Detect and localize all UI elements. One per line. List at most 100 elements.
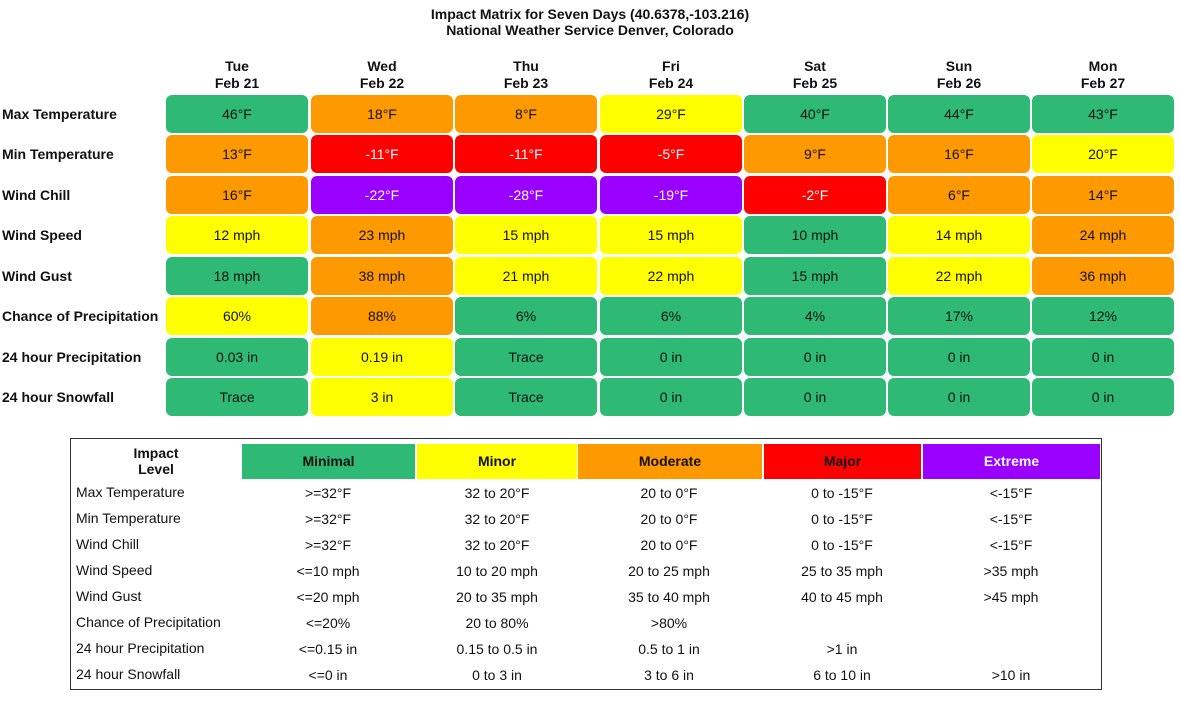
chart-title: Impact Matrix for Seven Days (40.6378,-1… — [0, 6, 1180, 38]
legend-threshold: <=10 mph — [296, 563, 360, 579]
impact-cell: 20°F — [1032, 135, 1174, 173]
day-header: Tue Feb 21 — [166, 58, 308, 92]
legend-threshold: <-15°F — [989, 537, 1033, 553]
legend-threshold: >=32°F — [304, 511, 352, 527]
legend-threshold: 3 to 6 in — [644, 667, 694, 683]
impact-cell: 17% — [888, 297, 1030, 335]
row-label: Wind Chill — [2, 187, 71, 203]
legend-row-label: Wind Speed — [76, 562, 153, 578]
legend-threshold: 0 to -15°F — [811, 511, 873, 527]
impact-cell: 29°F — [600, 95, 742, 133]
legend-row-label: Wind Chill — [76, 536, 140, 552]
legend-threshold: 20 to 25 mph — [628, 563, 710, 579]
legend-row-label: 24 hour Precipitation — [76, 640, 205, 656]
legend-threshold: >80% — [650, 615, 688, 631]
day-of-week: Tue — [225, 58, 249, 74]
impact-cell: 0 in — [600, 378, 742, 416]
impact-cell: 4% — [744, 297, 886, 335]
impact-cell: -28°F — [455, 176, 597, 214]
impact-cell: 0 in — [744, 338, 886, 376]
day-header: Sun Feb 26 — [888, 58, 1030, 92]
impact-cell: -11°F — [455, 135, 597, 173]
impact-cell: 6°F — [888, 176, 1030, 214]
impact-cell: -19°F — [600, 176, 742, 214]
legend-threshold: 20 to 80% — [465, 615, 529, 631]
impact-cell: -22°F — [311, 176, 453, 214]
legend-title-line-1: Impact — [133, 445, 179, 461]
impact-cell: 16°F — [166, 176, 308, 214]
legend-threshold: <=20 mph — [296, 589, 360, 605]
legend-table — [70, 438, 1102, 690]
legend-threshold: >35 mph — [983, 563, 1039, 579]
impact-cell: 88% — [311, 297, 453, 335]
legend-threshold: 20 to 0°F — [640, 485, 698, 501]
legend-threshold: 25 to 35 mph — [801, 563, 883, 579]
legend-threshold: <=0 in — [308, 667, 348, 683]
day-header: Mon Feb 27 — [1032, 58, 1174, 92]
legend-threshold: >45 mph — [983, 589, 1039, 605]
legend-threshold: <-15°F — [989, 511, 1033, 527]
legend-threshold: 10 to 20 mph — [456, 563, 538, 579]
day-header: Thu Feb 23 — [455, 58, 597, 92]
impact-cell: -2°F — [744, 176, 886, 214]
impact-cell: 12% — [1032, 297, 1174, 335]
impact-cell: Trace — [455, 338, 597, 376]
impact-cell: 21 mph — [455, 257, 597, 295]
legend-row-label: 24 hour Snowfall — [76, 666, 181, 682]
impact-cell: 15 mph — [455, 216, 597, 254]
impact-cell: 14°F — [1032, 176, 1174, 214]
impact-cell: 46°F — [166, 95, 308, 133]
impact-cell: 6% — [600, 297, 742, 335]
impact-cell: 0 in — [744, 378, 886, 416]
legend-threshold: >1 in — [826, 641, 858, 657]
impact-cell: 23 mph — [311, 216, 453, 254]
legend-threshold: <=20% — [305, 615, 351, 631]
legend-threshold: 6 to 10 in — [813, 667, 871, 683]
impact-cell: 0 in — [1032, 338, 1174, 376]
legend-title: Impact Level — [86, 445, 226, 477]
row-label: 24 hour Snowfall — [2, 389, 115, 405]
impact-cell: Trace — [166, 378, 308, 416]
impact-cell: 0 in — [888, 378, 1030, 416]
day-header: Sat Feb 25 — [744, 58, 886, 92]
legend-threshold: <-15°F — [989, 485, 1033, 501]
legend-level-moderate: Moderate — [578, 444, 762, 479]
impact-cell: 15 mph — [600, 216, 742, 254]
impact-cell: 36 mph — [1032, 257, 1174, 295]
impact-cell: 16°F — [888, 135, 1030, 173]
legend-threshold: 20 to 35 mph — [456, 589, 538, 605]
day-date: Feb 24 — [648, 75, 694, 91]
day-date: Feb 22 — [359, 75, 405, 91]
impact-cell: 6% — [455, 297, 597, 335]
impact-cell: -5°F — [600, 135, 742, 173]
impact-cell: Trace — [455, 378, 597, 416]
impact-cell: 18 mph — [166, 257, 308, 295]
impact-cell: 43°F — [1032, 95, 1174, 133]
legend-threshold: 0.5 to 1 in — [638, 641, 700, 657]
legend-threshold: >10 in — [991, 667, 1031, 683]
impact-cell: 0.03 in — [166, 338, 308, 376]
legend-row-label: Max Temperature — [76, 484, 185, 500]
day-date: Feb 26 — [936, 75, 982, 91]
title-line-1: Impact Matrix for Seven Days (40.6378,-1… — [430, 6, 750, 22]
day-date: Feb 23 — [503, 75, 549, 91]
impact-cell: 24 mph — [1032, 216, 1174, 254]
impact-cell: 44°F — [888, 95, 1030, 133]
impact-cell: 0.19 in — [311, 338, 453, 376]
impact-cell: 60% — [166, 297, 308, 335]
impact-cell: 0 in — [1032, 378, 1174, 416]
row-label: 24 hour Precipitation — [2, 349, 142, 365]
legend-level-extreme: Extreme — [923, 444, 1100, 479]
legend-threshold: 0 to -15°F — [811, 485, 873, 501]
legend-row-label: Wind Gust — [76, 588, 142, 604]
legend-threshold: 0 to -15°F — [811, 537, 873, 553]
legend-threshold: 32 to 20°F — [464, 485, 530, 501]
legend-threshold: >=32°F — [304, 537, 352, 553]
impact-cell: 22 mph — [600, 257, 742, 295]
impact-cell: 15 mph — [744, 257, 886, 295]
impact-cell: 9°F — [744, 135, 886, 173]
legend-threshold: 32 to 20°F — [464, 511, 530, 527]
day-of-week: Mon — [1088, 58, 1118, 74]
row-label: Min Temperature — [2, 146, 114, 162]
day-date: Feb 21 — [214, 75, 260, 91]
